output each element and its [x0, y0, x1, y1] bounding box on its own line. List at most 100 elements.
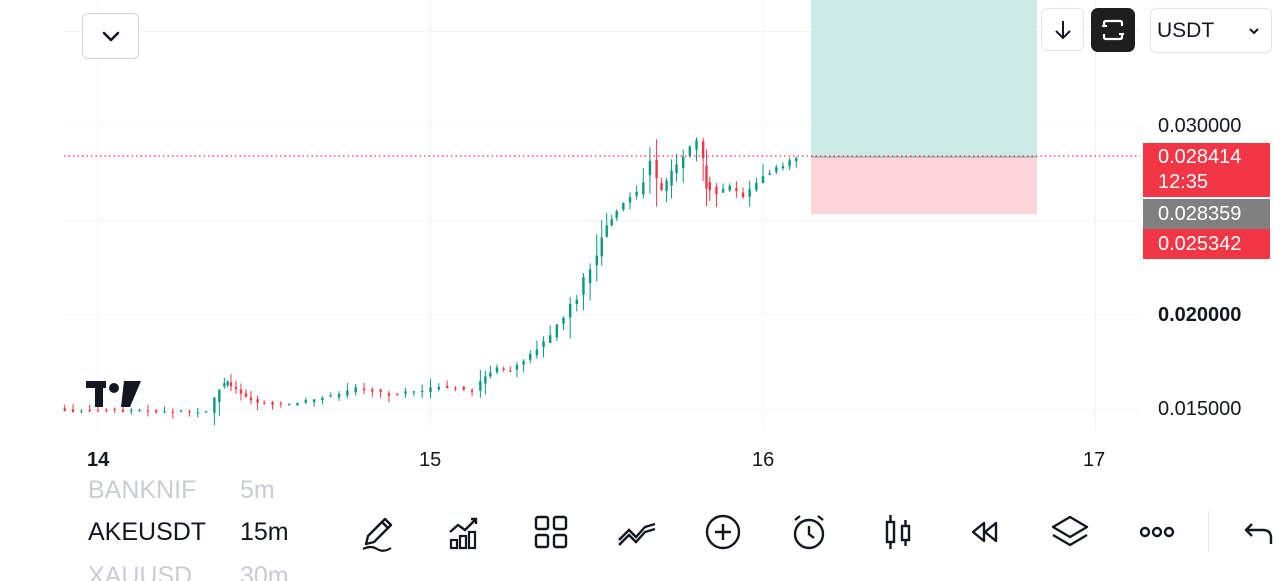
- candle-body: [96, 410, 100, 412]
- candle-body: [555, 324, 559, 338]
- candle-body: [479, 380, 482, 391]
- collapse-button[interactable]: [82, 13, 139, 59]
- reset-view-button[interactable]: [1091, 8, 1135, 52]
- undo-button[interactable]: [1236, 510, 1280, 554]
- chart-type-button[interactable]: [876, 510, 920, 554]
- timeframe-item[interactable]: 5m: [240, 476, 275, 502]
- candle-body: [728, 186, 731, 191]
- candle-body: [600, 237, 603, 257]
- trend-tool-button[interactable]: [615, 510, 659, 554]
- candle-body: [239, 389, 243, 394]
- candle-body: [329, 395, 332, 397]
- indicators-button[interactable]: [443, 510, 487, 554]
- date-tick: 14: [87, 449, 110, 471]
- candle-body: [213, 397, 216, 413]
- candle-body: [396, 393, 399, 395]
- scroll-to-latest-button[interactable]: [1041, 8, 1084, 51]
- candle-body: [226, 381, 229, 386]
- candle-body: [735, 188, 738, 192]
- candle-body: [535, 349, 539, 356]
- candle-body: [279, 403, 283, 405]
- candle-body: [628, 197, 632, 203]
- symbol-item[interactable]: BANKNIF: [88, 476, 197, 502]
- candle-body: [244, 393, 248, 397]
- candle-body: [648, 160, 652, 176]
- candle-body: [705, 165, 708, 189]
- chevron-down-icon: [1249, 27, 1259, 34]
- candle-body: [695, 140, 698, 150]
- candle-body: [755, 182, 758, 190]
- candle-body: [371, 389, 374, 392]
- trend-icon: [618, 522, 656, 546]
- symbol-item-active[interactable]: AKEUSDT: [88, 518, 207, 546]
- candle-body: [379, 389, 382, 392]
- candle-body: [256, 399, 259, 403]
- candle-body: [795, 158, 798, 162]
- candle-body: [404, 391, 407, 394]
- candle-body: [130, 410, 133, 412]
- reset-view-icon: [1102, 19, 1124, 41]
- candle-body: [63, 408, 66, 411]
- more-icon: [1139, 526, 1175, 538]
- draw-tool-button[interactable]: [357, 510, 401, 554]
- candle-body: [588, 269, 592, 283]
- tradingview-logo: [86, 379, 142, 414]
- candle-body: [701, 141, 705, 159]
- candle-body: [80, 411, 83, 413]
- toolbar-divider: [1208, 510, 1209, 552]
- arrow-down-icon: [1054, 20, 1071, 39]
- candle-body: [495, 367, 499, 373]
- candle-body: [781, 166, 785, 169]
- current-price-value: 0.028414: [1158, 146, 1242, 168]
- candle-body: [196, 412, 199, 414]
- more-button[interactable]: [1135, 510, 1179, 554]
- candle-body: [549, 335, 552, 343]
- current-price-label: 0.028414 12:35: [1143, 143, 1270, 197]
- candle-body: [470, 390, 474, 392]
- replay-button[interactable]: [962, 510, 1006, 554]
- candle-body: [179, 410, 183, 412]
- candle-body: [568, 303, 572, 318]
- candle-body: [138, 410, 141, 412]
- candle-body: [271, 402, 274, 405]
- candle-body: [610, 219, 613, 225]
- candle-body: [362, 388, 366, 391]
- candle-body: [665, 180, 668, 192]
- layouts-icon: [534, 515, 568, 549]
- candle-body: [234, 386, 238, 390]
- candle-body: [71, 409, 75, 412]
- currency-select[interactable]: USDT: [1150, 8, 1272, 53]
- layers-button[interactable]: [1048, 510, 1092, 554]
- candle-body: [121, 409, 125, 412]
- timeframe-item-active[interactable]: 15m: [240, 518, 289, 546]
- candle-body: [454, 388, 457, 390]
- candle-body: [635, 191, 638, 196]
- candle-body: [741, 192, 745, 198]
- candle-body: [88, 410, 91, 412]
- symbol-item[interactable]: XAUUSD: [88, 562, 193, 581]
- timeframe-item[interactable]: 30m: [240, 562, 289, 581]
- alert-button[interactable]: [787, 510, 831, 554]
- candle-body: [582, 277, 585, 295]
- candle-body: [670, 170, 673, 186]
- candle-body: [748, 189, 751, 197]
- candle-body: [154, 410, 158, 413]
- price-tick: 0.015000: [1158, 398, 1242, 420]
- candle-body: [655, 159, 658, 179]
- layouts-button[interactable]: [529, 510, 573, 554]
- candle-body: [304, 400, 308, 403]
- candle-body: [204, 411, 208, 413]
- candle-body: [605, 225, 608, 237]
- draw-icon: [362, 517, 393, 552]
- date-tick: 15: [419, 449, 442, 471]
- entry-price-label: 0.028359: [1143, 199, 1270, 229]
- date-tick: 17: [1083, 449, 1106, 471]
- add-button[interactable]: [701, 510, 745, 554]
- candle-body: [542, 341, 545, 348]
- candle-body: [287, 403, 291, 405]
- candle-body: [412, 391, 416, 393]
- currency-value: USDT: [1157, 18, 1215, 42]
- candle-body: [484, 376, 487, 384]
- candle-body: [761, 176, 765, 183]
